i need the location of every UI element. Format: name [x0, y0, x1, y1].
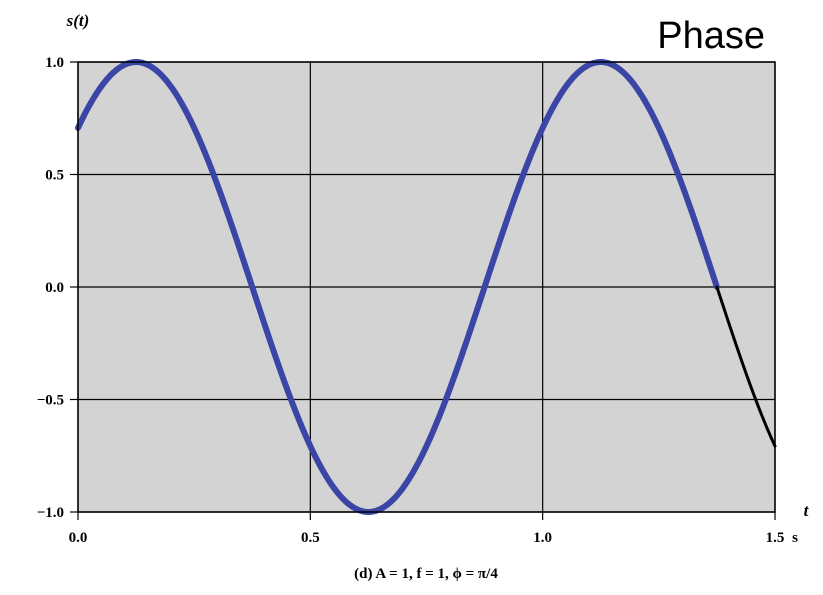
series-lines [75, 59, 777, 515]
slide-heading: Phase [657, 15, 765, 57]
y-tick-label: −1.0 [37, 505, 64, 521]
signal-curve-tail [715, 285, 777, 448]
x-axis-label: t [804, 501, 810, 520]
signal-curve-highlighted [75, 59, 720, 515]
y-tick-label: 0.0 [45, 280, 64, 296]
y-tick-label: 1.0 [45, 55, 64, 71]
y-axis-label: s(t) [66, 11, 90, 30]
plot-border [77, 61, 776, 513]
x-tick-label: 1.0 [533, 530, 552, 546]
y-tick-labels: 1.0 0.5 0.0 −0.5 −1.0 [37, 55, 64, 521]
chart-caption: (d) A = 1, f = 1, ϕ = π/4 [354, 566, 498, 582]
x-unit-label: s [792, 530, 798, 546]
y-tick-label: −0.5 [37, 393, 64, 409]
grid [70, 61, 776, 520]
x-tick-labels: 0.0 0.5 1.0 1.5 [69, 530, 785, 546]
y-tick-label: 0.5 [45, 168, 64, 184]
x-tick-label: 0.5 [301, 530, 320, 546]
x-tick-label: 0.0 [69, 530, 88, 546]
x-tick-label: 1.5 [766, 530, 785, 546]
